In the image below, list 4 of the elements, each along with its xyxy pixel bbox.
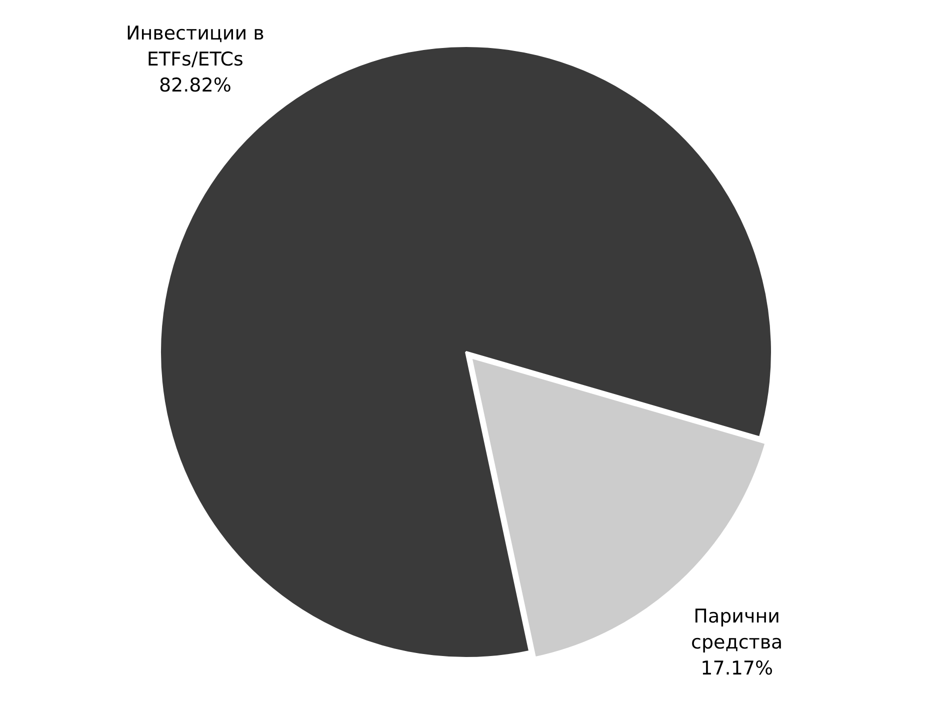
slice-label: Инвестиции в ETFs/ETCs [126,22,264,71]
data-label: 82.82% [158,74,232,97]
slice-label: Парични средства [690,605,783,654]
data-label: 17.17% [700,657,774,680]
